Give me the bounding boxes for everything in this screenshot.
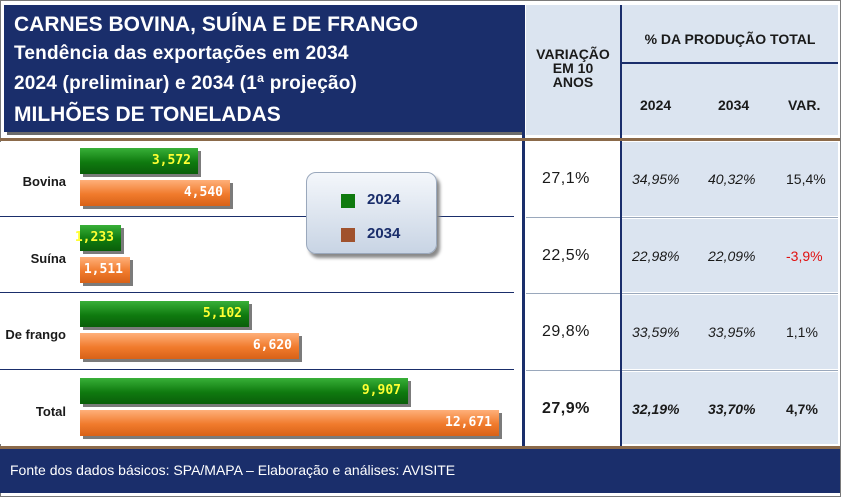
row-separator bbox=[0, 292, 514, 293]
share-2024-value: 32,19% bbox=[632, 401, 680, 417]
bar-suina-2024: 1,233 bbox=[75, 225, 121, 251]
bar-label-total-2024: 9,907 bbox=[361, 383, 401, 398]
table-row-separator bbox=[526, 217, 838, 218]
category-label-frango: De frango bbox=[5, 327, 66, 342]
variation-cell-total: 27,9% bbox=[526, 372, 620, 444]
variation-cell-frango: 29,8% bbox=[526, 295, 620, 369]
variation-value: 22,5% bbox=[542, 247, 590, 264]
title-line-2: Tendência das exportações em 2034 bbox=[14, 43, 349, 64]
production-header-label: % DA PRODUÇÃO TOTAL bbox=[644, 31, 816, 47]
variation-value: 27,1% bbox=[542, 170, 590, 187]
bar-label-frango-2024: 5,102 bbox=[202, 306, 242, 321]
share-2034-value: 33,70% bbox=[708, 401, 756, 417]
bar-label-bovina-2034: 4,540 bbox=[183, 185, 223, 200]
variation-value: 27,9% bbox=[542, 400, 590, 417]
bar-frango-2034: 6,620 bbox=[80, 333, 299, 359]
production-header: % DA PRODUÇÃO TOTAL 2024 2034 VAR. bbox=[622, 5, 838, 135]
bar-total-2024: 9,907 bbox=[80, 378, 408, 404]
production-cells-frango: 33,59% 33,95% 1,1% bbox=[622, 295, 838, 369]
title-line-4: MILHÕES DE TONELADAS bbox=[14, 103, 281, 126]
legend-swatch-2034 bbox=[341, 228, 355, 242]
share-2024-value: 33,59% bbox=[632, 324, 680, 340]
share-var-value: 1,1% bbox=[786, 324, 818, 340]
category-label-bovina: Bovina bbox=[22, 174, 66, 189]
variation-header-label: VARIAÇÃO EM 10 ANOS bbox=[536, 46, 610, 90]
bar-label-frango-2034: 6,620 bbox=[252, 338, 292, 353]
bar-frango-2024: 5,102 bbox=[80, 301, 249, 327]
row-separator bbox=[0, 216, 514, 217]
title-line-1: CARNES BOVINA, SUÍNA E DE FRANGO bbox=[14, 13, 419, 36]
legend-swatch-2024 bbox=[341, 194, 355, 208]
legend-label-2034: 2034 bbox=[367, 225, 401, 242]
share-var-value: 15,4% bbox=[786, 171, 826, 187]
section-rule bbox=[0, 446, 840, 449]
footer-source: Fonte dos dados básicos: SPA/MAPA – Elab… bbox=[10, 462, 456, 478]
production-cells-suina: 22,98% 22,09% -3,9% bbox=[622, 219, 838, 292]
variation-cell-suina: 22,5% bbox=[526, 219, 620, 292]
bar-total-2034: 12,671 bbox=[80, 410, 499, 436]
bar-label-total-2034: 12,671 bbox=[445, 415, 492, 430]
share-2024-value: 34,95% bbox=[632, 171, 680, 187]
footer: Fonte dos dados básicos: SPA/MAPA – Elab… bbox=[0, 449, 840, 493]
category-label-suina: Suína bbox=[30, 251, 66, 266]
share-2024-value: 22,98% bbox=[632, 248, 680, 264]
bar-label-suina-2024: 1,233 bbox=[74, 230, 114, 245]
bar-label-bovina-2024: 3,572 bbox=[151, 153, 191, 168]
table-divider bbox=[620, 5, 622, 446]
column-2024-header: 2024 bbox=[640, 97, 672, 113]
title-block: CARNES BOVINA, SUÍNA E DE FRANGO Tendênc… bbox=[4, 5, 522, 132]
bar-label-suina-2034: 1,511 bbox=[83, 262, 123, 277]
production-cells-bovina: 34,95% 40,32% 15,4% bbox=[622, 142, 838, 216]
table-divider bbox=[622, 62, 838, 64]
variation-value: 29,8% bbox=[542, 323, 590, 340]
table-divider bbox=[522, 5, 525, 446]
column-2034-header: 2034 bbox=[718, 97, 750, 113]
bar-bovina-2024: 3,572 bbox=[80, 148, 198, 174]
share-var-value: 4,7% bbox=[786, 401, 818, 417]
section-rule bbox=[0, 138, 840, 141]
variation-header: VARIAÇÃO EM 10 ANOS bbox=[526, 5, 620, 135]
bar-suina-2034: 1,511 bbox=[80, 257, 130, 283]
legend-label-2024: 2024 bbox=[367, 191, 401, 208]
table-row-separator bbox=[526, 293, 838, 294]
chart-legend: 2024 2034 bbox=[306, 172, 437, 254]
share-var-value: -3,9% bbox=[786, 248, 823, 264]
category-label-total: Total bbox=[35, 404, 66, 419]
share-2034-value: 22,09% bbox=[708, 248, 756, 264]
column-var-header: VAR. bbox=[788, 97, 821, 113]
row-separator bbox=[0, 369, 514, 370]
bar-bovina-2034: 4,540 bbox=[80, 180, 230, 206]
variation-cell-bovina: 27,1% bbox=[526, 142, 620, 216]
production-cells-total: 32,19% 33,70% 4,7% bbox=[622, 372, 838, 444]
share-2034-value: 33,95% bbox=[708, 324, 756, 340]
export-chart: Bovina 3,572 4,540 Suína 1,233 1,511 De frango… bbox=[0, 142, 514, 444]
share-2034-value: 40,32% bbox=[708, 171, 756, 187]
table-row-separator bbox=[526, 370, 838, 371]
title-line-3: 2024 (preliminar) e 2034 (1ª projeção) bbox=[14, 73, 358, 94]
